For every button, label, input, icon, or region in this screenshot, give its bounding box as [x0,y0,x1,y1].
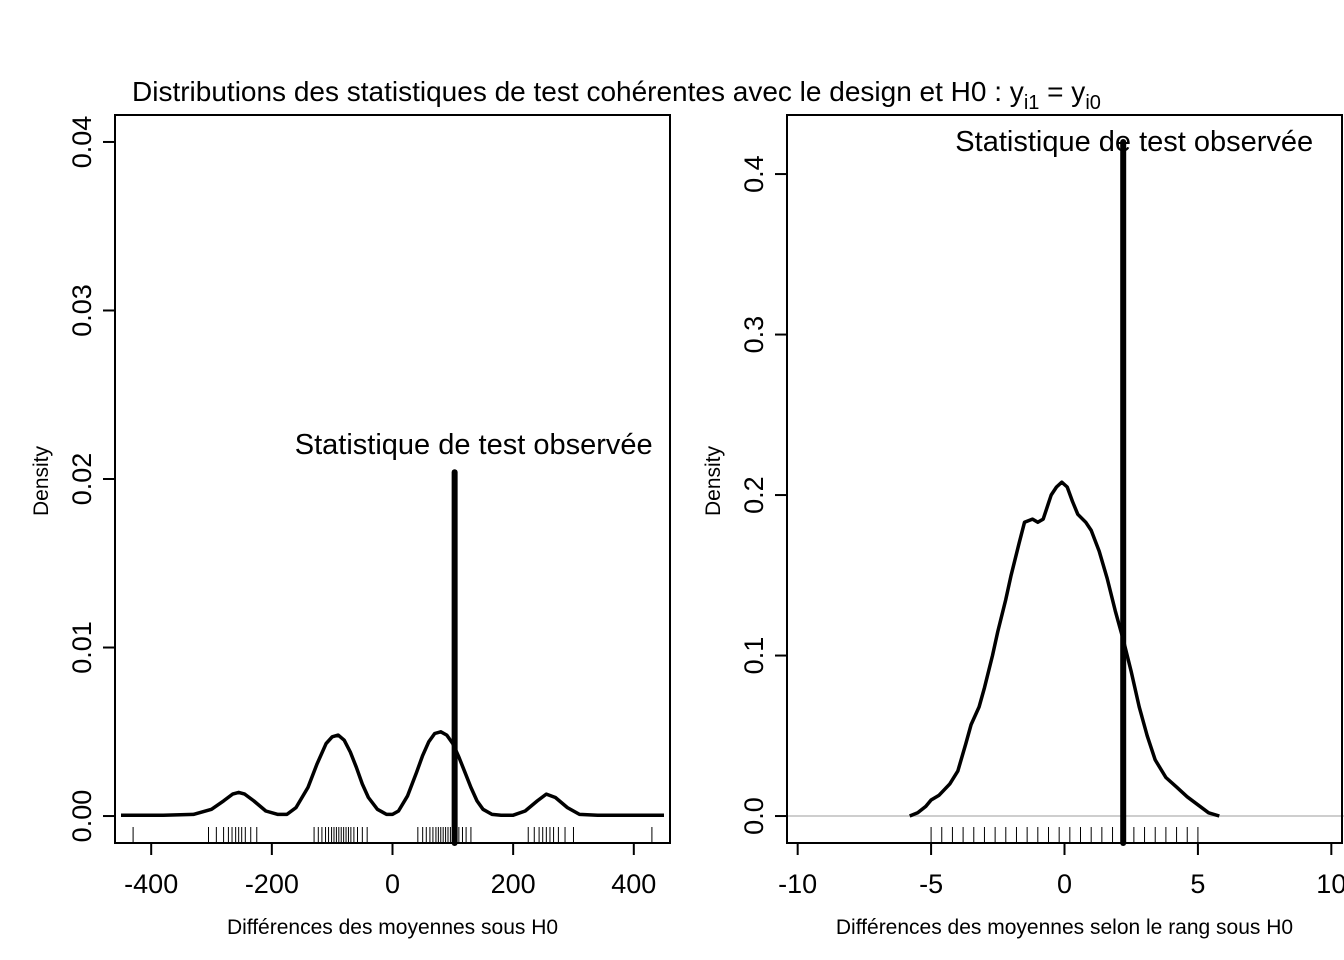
figure-title: Distributions des statistiques de test c… [132,76,1101,114]
y-axis-title: Density [30,445,53,516]
plot-frame [786,114,1343,844]
x-tick-label: 400 [611,869,656,899]
y-tick-label: 0.1 [739,637,769,675]
x-axis-title: Différences des moyennes sous H0 [227,916,558,939]
x-tick-label: 0 [1057,869,1072,899]
y-tick-label: 0.01 [67,621,97,674]
left-density-panel: Statistique de test observée -400 -200 0 200… [30,114,671,939]
title-equals: = y [1039,76,1085,107]
plot-frame [114,114,671,844]
y-tick-label: 0.2 [739,476,769,514]
y-tick-label: 0.04 [67,116,97,169]
y-axis-title: Density [702,445,725,516]
density-curve [909,480,1220,818]
x-tick-label: 200 [491,869,536,899]
x-tick-label: -5 [919,869,943,899]
density-curve [121,730,664,817]
y-tick-label: 0.4 [739,155,769,193]
x-tick-label: -400 [124,869,178,899]
x-tick-label: -10 [778,869,817,899]
y-tick-label: 0.03 [67,284,97,337]
x-tick-label: 5 [1190,869,1205,899]
title-subscript-1: i1 [1024,92,1040,114]
y-tick-label: 0.3 [739,316,769,354]
observed-statistic-label: Statistique de test observée [955,126,1313,158]
x-axis-title: Différences des moyennes selon le rang s… [836,916,1293,939]
title-prefix: Distributions des statistiques de test c… [132,76,1024,107]
title-subscript-2: i0 [1085,92,1101,114]
y-tick-label: 0.0 [739,797,769,835]
y-tick-label: 0.02 [67,453,97,506]
x-tick-label: 0 [385,869,400,899]
x-tick-label: -200 [245,869,299,899]
y-tick-label: 0.00 [67,790,97,843]
observed-statistic-label: Statistique de test observée [295,429,653,461]
x-tick-label: 10 [1316,869,1344,899]
right-density-panel: Statistique de test observée -10 -5 0 5 10 Dif… [702,114,1344,939]
